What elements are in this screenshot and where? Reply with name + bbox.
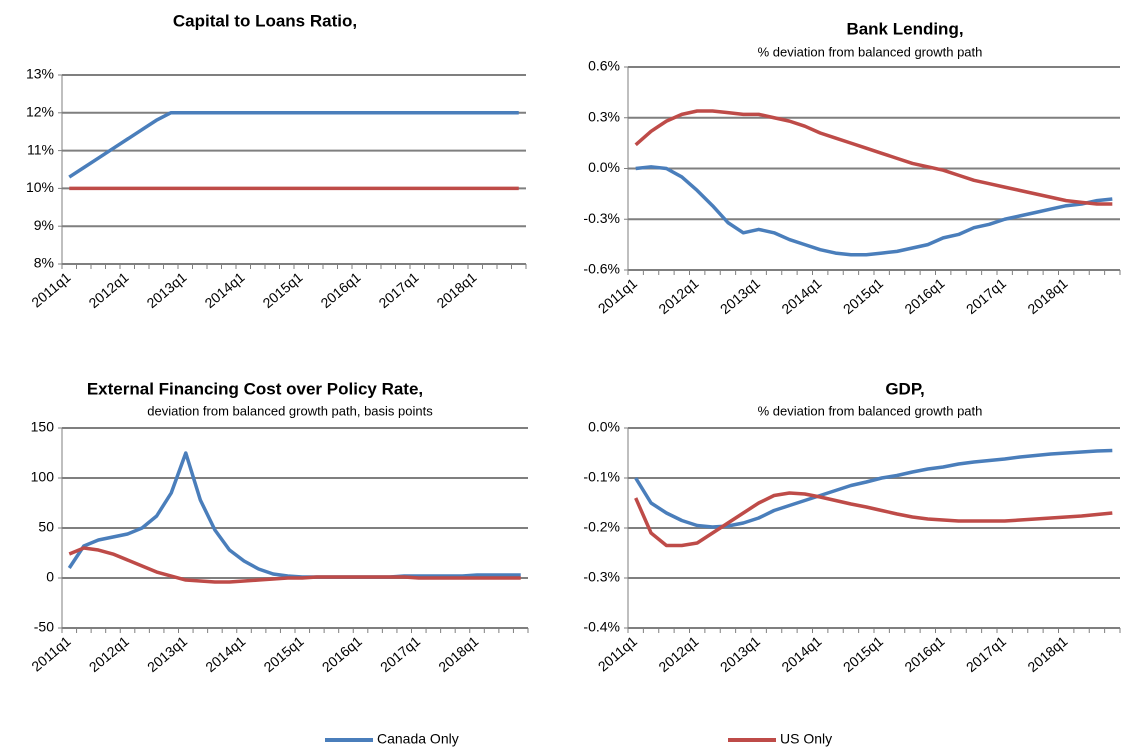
y-tick-label: -0.3%: [583, 569, 620, 585]
x-tick-label: 2015q1: [840, 275, 886, 317]
legend-label: Canada Only: [377, 731, 459, 747]
series-line: [635, 165, 1113, 257]
x-tick-label: 2012q1: [86, 633, 132, 675]
y-tick-label: -0.1%: [583, 469, 620, 485]
y-tick-label: 12%: [26, 104, 54, 120]
y-tick-label: -0.6%: [583, 261, 620, 277]
chart-subtitle: deviation from balanced growth path, bas…: [147, 403, 433, 418]
y-tick-label: -50: [34, 619, 54, 635]
x-tick-label: 2011q1: [595, 633, 640, 675]
chart-title: Capital to Loans Ratio,: [173, 11, 357, 30]
y-tick-label: 150: [31, 419, 55, 435]
x-tick-label: 2018q1: [1024, 275, 1070, 317]
x-tick-label: 2016q1: [319, 633, 365, 675]
chart-title: Bank Lending,: [846, 19, 963, 38]
x-tick-label: 2017q1: [377, 633, 423, 675]
y-tick-label: -0.4%: [583, 619, 620, 635]
y-tick-label: 50: [38, 519, 54, 535]
y-tick-label: -0.3%: [583, 210, 620, 226]
series-line: [67, 451, 521, 579]
y-tick-label: 0.0%: [588, 419, 620, 435]
x-tick-label: 2014q1: [778, 633, 824, 675]
x-tick-label: 2016q1: [901, 275, 947, 317]
x-tick-label: 2011q1: [595, 275, 640, 317]
legend-label: US Only: [780, 731, 832, 747]
y-tick-label: 100: [31, 469, 55, 485]
x-tick-label: 2013q1: [143, 269, 189, 311]
x-tick-label: 2018q1: [1024, 633, 1070, 675]
x-tick-label: 2014q1: [201, 269, 247, 311]
chart-title: External Financing Cost over Policy Rate…: [87, 379, 423, 398]
series-line: [634, 109, 1113, 206]
x-tick-label: 2015q1: [840, 633, 886, 675]
y-tick-label: 0.6%: [588, 58, 620, 74]
x-tick-label: 2017q1: [963, 275, 1009, 317]
x-tick-label: 2017q1: [375, 269, 421, 311]
x-tick-label: 2016q1: [317, 269, 363, 311]
x-tick-label: 2013q1: [717, 275, 763, 317]
x-tick-label: 2018q1: [433, 269, 479, 311]
x-tick-label: 2016q1: [901, 633, 947, 675]
y-tick-label: 0.0%: [588, 159, 620, 175]
series-line: [634, 448, 1113, 529]
chart-subtitle: % deviation from balanced growth path: [758, 403, 983, 418]
x-tick-label: 2017q1: [963, 633, 1009, 675]
x-tick-label: 2015q1: [261, 633, 307, 675]
x-tick-label: 2011q1: [28, 633, 73, 675]
series-line: [68, 111, 519, 179]
y-tick-label: 10%: [26, 179, 54, 195]
y-tick-label: 13%: [26, 66, 54, 82]
y-tick-label: 0.3%: [588, 108, 620, 124]
y-tick-label: 8%: [34, 255, 54, 271]
x-tick-label: 2012q1: [85, 269, 131, 311]
chart-title: GDP,: [885, 379, 924, 398]
chart-subtitle: % deviation from balanced growth path: [758, 44, 983, 59]
x-tick-label: 2014q1: [202, 633, 248, 675]
x-tick-label: 2011q1: [28, 269, 73, 311]
series-line: [68, 546, 521, 584]
x-tick-label: 2015q1: [259, 269, 305, 311]
x-tick-label: 2012q1: [655, 633, 701, 675]
x-tick-label: 2013q1: [144, 633, 190, 675]
y-tick-label: 0: [46, 569, 54, 585]
series-line: [634, 491, 1113, 548]
x-tick-label: 2014q1: [778, 275, 824, 317]
y-tick-label: 11%: [27, 141, 54, 157]
x-tick-label: 2012q1: [655, 275, 701, 317]
x-tick-label: 2013q1: [717, 633, 763, 675]
x-tick-label: 2018q1: [435, 633, 481, 675]
y-tick-label: 9%: [34, 217, 54, 233]
y-tick-label: -0.2%: [583, 519, 620, 535]
